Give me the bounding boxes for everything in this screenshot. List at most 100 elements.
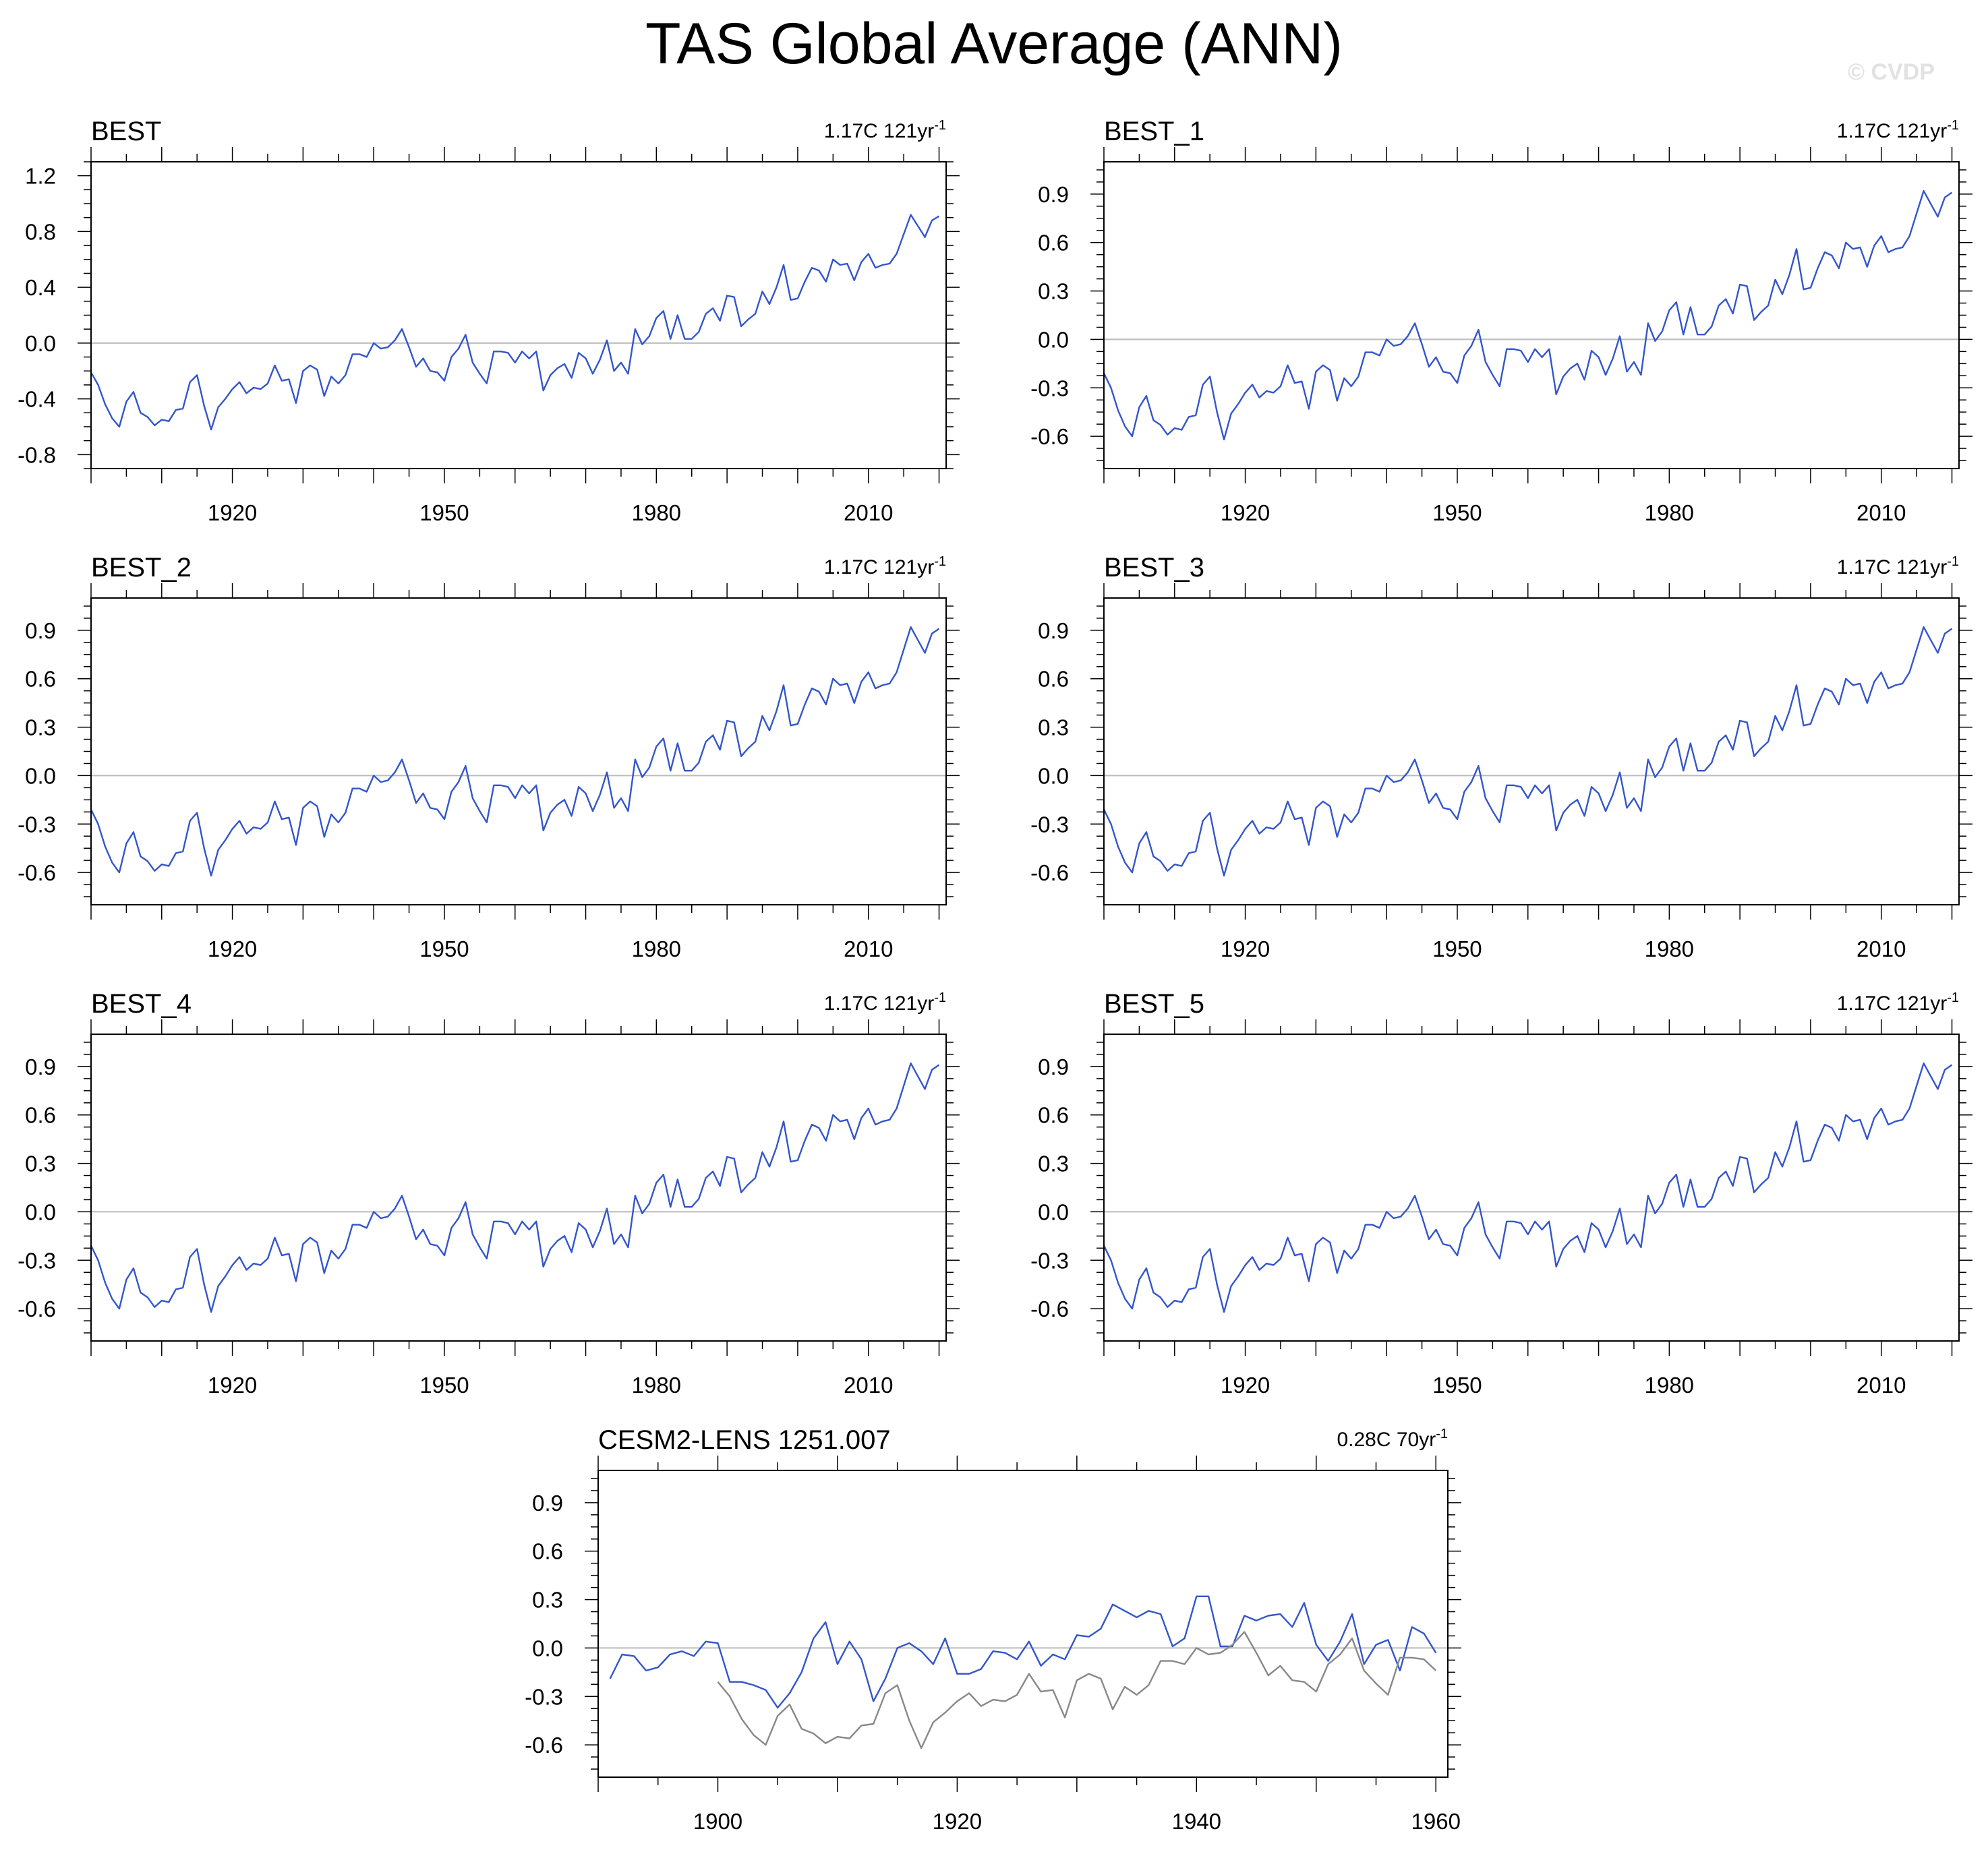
trend-label: 1.17C 121yr-1 (824, 118, 946, 142)
y-tick-label: 0.9 (1038, 1054, 1069, 1079)
plot-frame (1103, 161, 1960, 469)
x-tick-label: 1940 (1172, 1809, 1221, 1834)
y-tick-label: 0.3 (1038, 1152, 1069, 1176)
panel-title: BEST_5 (1104, 989, 1204, 1019)
trend-label: 1.17C 121yr-1 (1837, 990, 1959, 1015)
plot-frame (1103, 1034, 1960, 1342)
x-tick-label: 1900 (693, 1809, 742, 1834)
trend-label: 1.17C 121yr-1 (1837, 118, 1959, 142)
y-tick-label: 0.0 (1038, 763, 1069, 788)
x-tick-label: 2010 (844, 500, 893, 525)
x-tick-label: 1950 (419, 936, 469, 961)
plot-frame (1103, 597, 1960, 905)
x-tick-label: 2010 (844, 1373, 893, 1398)
series-line-cesm2-lens-1251-007 (609, 1595, 1437, 1709)
y-tick-label: 0.0 (532, 1636, 563, 1661)
y-tick-label: 0.0 (25, 331, 56, 356)
y-tick-label: -0.6 (1030, 1296, 1069, 1321)
y-tick-label: 0.0 (1038, 1199, 1069, 1224)
x-tick-label: 1980 (632, 1373, 681, 1398)
tick-marks (78, 583, 960, 920)
y-tick-label: 0.0 (25, 763, 56, 788)
y-tick-label: -0.6 (18, 1296, 56, 1321)
plot-frame (597, 1470, 1449, 1778)
y-tick-label: 0.6 (532, 1539, 563, 1564)
x-tick-label: 1950 (1432, 936, 1482, 961)
series-line-best (91, 214, 940, 431)
series-line-best-4 (91, 1062, 940, 1313)
y-tick-label: 0.6 (1038, 667, 1069, 692)
y-tick-label: 0.9 (1038, 182, 1069, 207)
x-tick-label: 2010 (844, 936, 893, 961)
x-tick-label: 1920 (208, 936, 257, 961)
panel-best-5: BEST_5 1.17C 121yr-1 -0.6 -0.3 0.0 0.3 0.6 0.9 1… (1030, 989, 1972, 1398)
y-tick-label: 0.0 (25, 1199, 56, 1224)
y-tick-label: 0.3 (1038, 279, 1069, 304)
y-tick-label: -0.3 (1030, 376, 1069, 400)
x-tick-label: 2010 (1857, 500, 1906, 525)
x-tick-label: 1920 (1221, 936, 1270, 961)
y-tick-label: 0.0 (1038, 327, 1069, 352)
y-tick-label: -0.3 (18, 812, 56, 837)
y-tick-label: 0.3 (1038, 715, 1069, 740)
y-tick-label: -0.6 (525, 1733, 563, 1758)
y-tick-label: -0.3 (1030, 812, 1069, 837)
y-tick-label: 0.3 (25, 1152, 56, 1176)
y-tick-label: -0.3 (525, 1684, 563, 1709)
y-tick-label: 0.4 (25, 275, 56, 300)
panel-title: BEST (91, 117, 161, 146)
panel-title: BEST_1 (1104, 117, 1204, 146)
x-tick-label: 1950 (1432, 500, 1482, 525)
panel-best-1: BEST_1 1.17C 121yr-1 -0.6 -0.3 0.0 0.3 0.6 0.9 1… (1030, 117, 1972, 525)
tick-marks (1090, 147, 1972, 483)
tick-marks (1090, 583, 1972, 920)
x-tick-label: 1950 (1432, 1373, 1482, 1398)
series-line-best-1 (1104, 189, 1953, 441)
y-tick-label: -0.3 (18, 1248, 56, 1273)
x-tick-label: 1980 (1645, 936, 1694, 961)
series-line-best-3 (1104, 626, 1953, 877)
x-tick-label: 1980 (1645, 1373, 1694, 1398)
y-tick-label: 0.9 (1038, 618, 1069, 643)
x-tick-label: 1950 (419, 1373, 469, 1398)
x-tick-label: 1920 (933, 1809, 982, 1834)
panel-cesm2-lens-1251-007: CESM2-LENS 1251.007 0.28C 70yr-1 -0.6 -0.3 0… (525, 1425, 1461, 1834)
y-tick-label: 1.2 (25, 164, 56, 189)
x-tick-label: 1980 (632, 936, 681, 961)
panel-best-3: BEST_3 1.17C 121yr-1 -0.6 -0.3 0.0 0.3 0.6 0.9 1… (1030, 553, 1972, 961)
panel-title: BEST_4 (91, 989, 192, 1019)
y-tick-label: -0.6 (1030, 860, 1069, 885)
y-tick-label: 0.6 (1038, 231, 1069, 256)
y-tick-label: 0.6 (1038, 1103, 1069, 1128)
y-tick-label: -0.6 (1030, 424, 1069, 449)
x-tick-label: 1950 (419, 500, 469, 525)
y-tick-label: 0.9 (25, 1054, 56, 1079)
y-tick-label: -0.3 (1030, 1248, 1069, 1273)
series-line-best-5 (1104, 1062, 1953, 1313)
y-tick-label: -0.6 (18, 860, 56, 885)
series-line-best-2 (91, 626, 940, 877)
y-tick-label: 0.3 (25, 715, 56, 740)
x-tick-label: 1920 (1221, 1373, 1270, 1398)
panel-title: CESM2-LENS 1251.007 (598, 1425, 891, 1455)
x-tick-label: 2010 (1857, 936, 1906, 961)
y-tick-label: 0.6 (25, 1103, 56, 1128)
cvdp-watermark: © CVDP (1848, 59, 1935, 85)
trend-label: 0.28C 70yr-1 (1337, 1427, 1448, 1451)
x-tick-label: 1980 (1645, 500, 1694, 525)
y-tick-label: 0.8 (25, 219, 56, 244)
figure-title: TAS Global Average (ANN) (645, 11, 1343, 76)
trend-label: 1.17C 121yr-1 (824, 990, 946, 1015)
y-tick-label: 0.9 (25, 618, 56, 643)
tick-marks (585, 1456, 1461, 1792)
panel-title: BEST_2 (91, 553, 192, 583)
plot-frame (90, 1034, 947, 1342)
x-tick-label: 2010 (1857, 1373, 1906, 1398)
series-line-observations (717, 1631, 1437, 1750)
trend-label: 1.17C 121yr-1 (824, 554, 946, 578)
plot-frame (90, 597, 947, 905)
y-tick-label: -0.4 (18, 387, 56, 412)
y-tick-label: 0.3 (532, 1588, 563, 1613)
x-tick-label: 1980 (632, 500, 681, 525)
